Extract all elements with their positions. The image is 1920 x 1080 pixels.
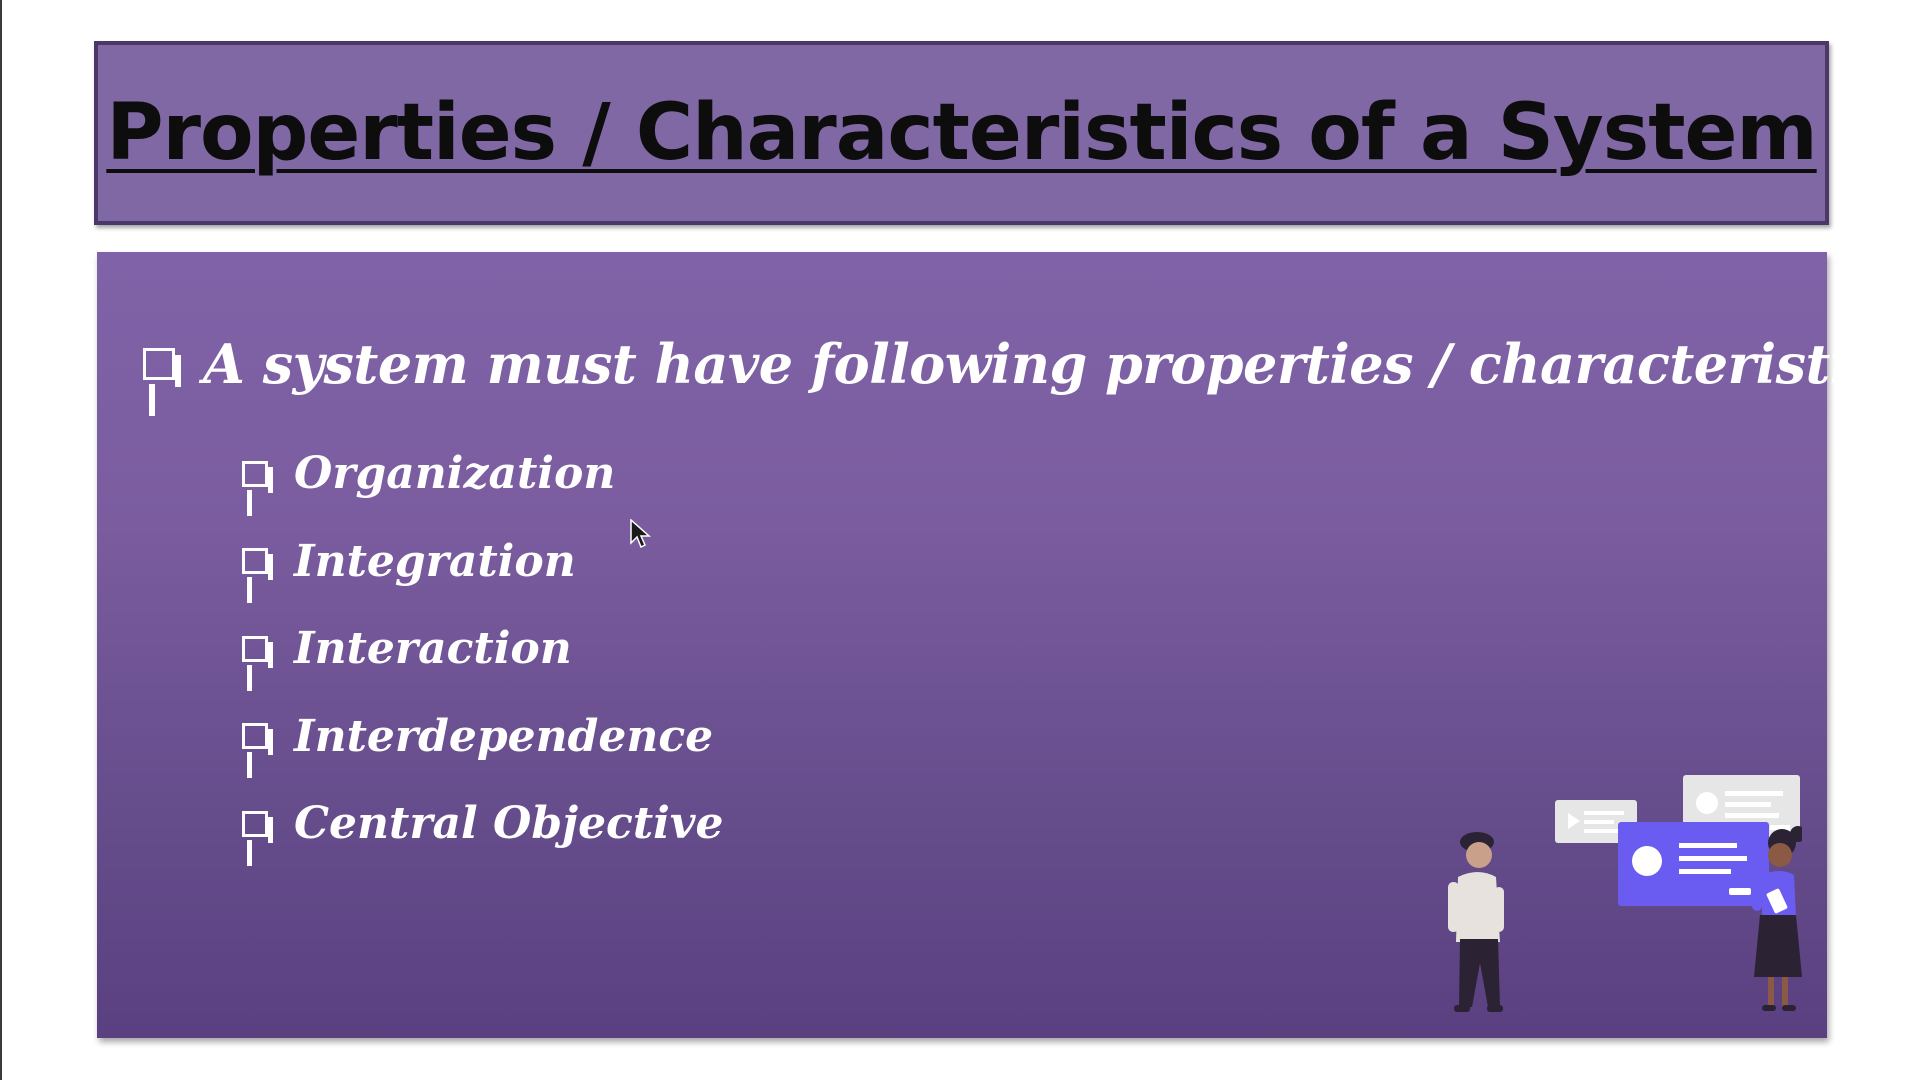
checkbox-bullet-icon xyxy=(242,723,273,756)
checkbox-bullet-icon xyxy=(242,635,273,668)
ui-card-blue-icon xyxy=(1618,822,1769,906)
property-label: Integration xyxy=(294,535,576,587)
property-label: Interaction xyxy=(294,623,572,675)
ui-card-small-icon xyxy=(1555,800,1637,843)
list-item: Interdependence xyxy=(242,693,723,781)
list-item: Interaction xyxy=(242,605,723,693)
intro-bullet: A system must have following properties … xyxy=(143,332,1920,396)
checkbox-bullet-icon xyxy=(242,460,273,493)
window-left-edge xyxy=(0,0,2,1080)
checkbox-bullet-icon xyxy=(143,348,181,387)
checkbox-bullet-icon xyxy=(242,810,273,843)
list-item: Integration xyxy=(242,518,723,606)
properties-list: Organization Integration Interaction Int… xyxy=(242,430,723,868)
property-label: Interdependence xyxy=(294,710,714,762)
woman-figure-icon xyxy=(1752,826,1802,1011)
checkbox-bullet-icon xyxy=(242,548,273,581)
mouse-pointer-icon xyxy=(630,519,651,549)
property-label: Central Objective xyxy=(294,798,724,850)
property-label: Organization xyxy=(294,448,616,500)
man-figure-icon xyxy=(1448,832,1504,1012)
intro-text: A system must have following properties … xyxy=(203,332,1920,396)
slide-title: Properties / Characteristics of a System xyxy=(106,88,1817,178)
list-item: Organization xyxy=(242,430,723,518)
content-panel: A system must have following properties … xyxy=(97,252,1920,1038)
people-with-ui-cards-illustration xyxy=(1448,775,1802,1012)
title-banner: Properties / Characteristics of a System xyxy=(94,41,1829,225)
list-item: Central Objective xyxy=(242,780,723,868)
